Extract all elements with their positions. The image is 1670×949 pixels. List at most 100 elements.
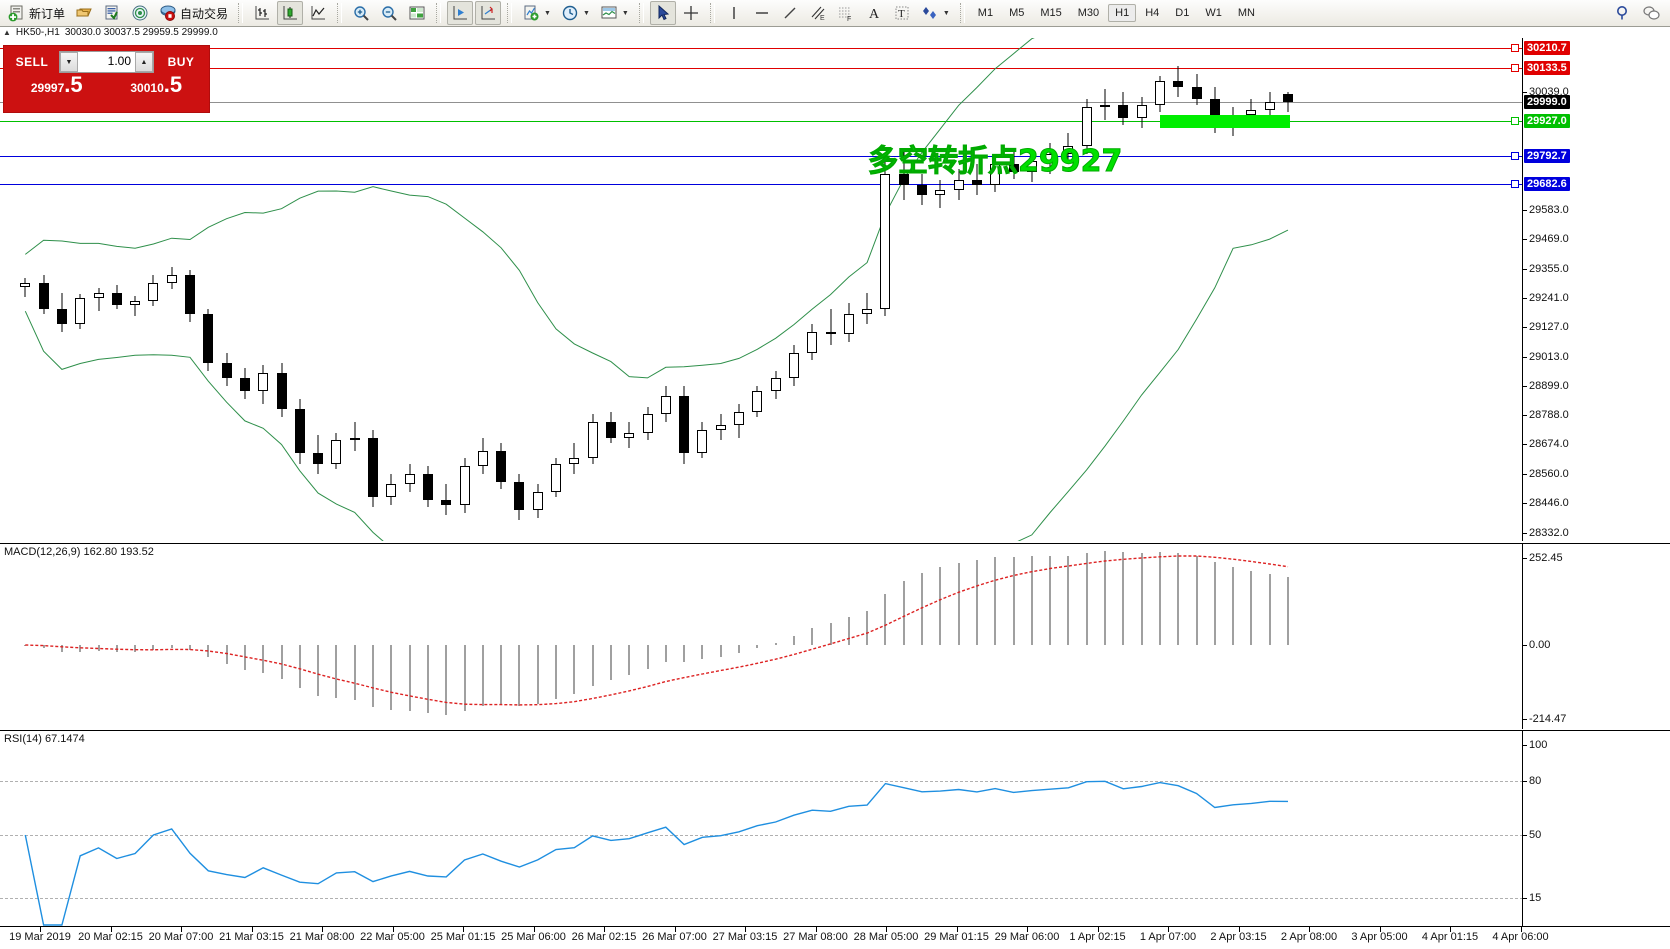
price-badge-red-level[interactable]: 30210.7 (1524, 40, 1570, 55)
chevron-down-icon-4[interactable]: ▼ (942, 9, 950, 17)
price-pane[interactable]: 多空转折点29927 30039.0 29583.0 29469.0 29355.0 2… (0, 38, 1670, 541)
chart-annotation-text[interactable]: 多空转折点29927 (867, 144, 1123, 180)
candlestick (953, 38, 964, 541)
chevron-down-icon[interactable]: ▼ (544, 9, 551, 17)
auto-trading-button[interactable]: 自动交易 (155, 1, 232, 25)
time-axis[interactable]: 19 Mar 2019 20 Mar 02:15 20 Mar 07:00 21 Ma… (0, 926, 1670, 949)
zoom-out-button[interactable] (376, 1, 402, 25)
navigator-icon (131, 4, 149, 22)
price-badge-red-level[interactable]: 30133.5 (1524, 60, 1570, 75)
price-level-line[interactable] (0, 120, 1523, 122)
candlestick (898, 38, 909, 541)
one-click-trading-panel[interactable]: SELL ▼ 1.00 ▲ BUY 29997 .5 30010 .5 (3, 45, 210, 113)
timeframe-h1[interactable]: H1 (1108, 4, 1137, 22)
periods-button[interactable]: ▼ (557, 1, 594, 25)
sell-button[interactable]: SELL (15, 55, 49, 69)
position-marker-bar[interactable] (1160, 114, 1290, 128)
profiles-button[interactable] (71, 1, 97, 25)
timeframe-d1[interactable]: D1 (1175, 7, 1190, 19)
price-badge-green-level[interactable]: 29927.0 (1524, 113, 1570, 128)
search-icon[interactable] (1614, 4, 1632, 22)
sell-price[interactable]: 29997 .5 (8, 72, 106, 108)
toolbar-separator-2 (337, 3, 343, 23)
price-level-line[interactable] (0, 47, 1523, 49)
macd-tick (1523, 558, 1527, 559)
zoom-in-button[interactable] (348, 1, 374, 25)
candle-body (75, 298, 86, 325)
price-axis[interactable]: 30039.0 29583.0 29469.0 29355.0 29241.0 29127… (1522, 38, 1670, 541)
macd-histogram-bar (573, 645, 576, 695)
price-level-line[interactable] (0, 102, 1523, 104)
chart-shift-button[interactable] (475, 1, 502, 25)
level-handle[interactable] (1511, 179, 1519, 188)
macd-pane[interactable]: MACD(12,26,9) 162.80 193.52 252.45 0.00 -2… (0, 543, 1670, 729)
sell-price-frac: .5 (64, 72, 83, 97)
price-tick-label: 30039.0 (1529, 85, 1569, 98)
candle-body (880, 174, 891, 309)
price-badge-blue-level[interactable]: 29792.7 (1524, 148, 1570, 163)
volume-stepper[interactable]: ▼ 1.00 ▲ (59, 51, 154, 73)
macd-histogram-bar (353, 645, 356, 700)
candlestick-chart-button[interactable] (277, 1, 304, 25)
new-order-button[interactable]: 新订单 (4, 1, 69, 25)
timeframe-mn[interactable]: MN (1237, 7, 1255, 19)
market-watch-button[interactable] (99, 1, 125, 25)
volume-down-button[interactable]: ▼ (60, 52, 78, 72)
bar-chart-button[interactable] (249, 1, 275, 25)
horizontal-line-button[interactable] (749, 1, 775, 25)
candle-body (752, 391, 763, 412)
auto-scroll-button[interactable] (447, 1, 474, 25)
templates-button[interactable]: ▼ (596, 1, 633, 25)
candlestick (752, 38, 763, 541)
rsi-plot[interactable] (0, 731, 1523, 928)
price-level-line[interactable] (0, 183, 1523, 185)
rsi-pane[interactable]: RSI(14) 67.1474 100 80 50 15 (0, 730, 1670, 928)
vertical-line-button[interactable] (721, 1, 747, 25)
candle-wick (134, 295, 136, 317)
tile-windows-button[interactable] (404, 1, 430, 25)
text-label-button[interactable]: T (889, 1, 915, 25)
timeframe-m15[interactable]: M15 (1040, 7, 1062, 19)
indicators-button[interactable]: ▼ (518, 1, 555, 25)
macd-histogram-bar (921, 573, 923, 646)
price-plot[interactable]: 多空转折点29927 (0, 38, 1523, 541)
chat-icon[interactable] (1642, 4, 1660, 22)
rsi-axis[interactable]: 100 80 50 15 (1522, 731, 1670, 928)
volume-input[interactable]: 1.00 (78, 52, 135, 72)
time-tick (674, 927, 676, 932)
level-handle[interactable] (1511, 43, 1519, 52)
timeframe-h4[interactable]: H4 (1145, 7, 1160, 19)
trendline-button[interactable] (777, 1, 803, 25)
volume-up-button[interactable]: ▲ (135, 52, 153, 72)
svg-text:F: F (847, 16, 851, 22)
shapes-button[interactable]: ▼ (917, 1, 954, 25)
fibonacci-button[interactable]: F (833, 1, 859, 25)
price-level-line[interactable] (0, 155, 1523, 157)
text-button[interactable]: A (861, 1, 887, 25)
navigator-button[interactable] (127, 1, 153, 25)
timeframe-m1[interactable]: M1 (977, 7, 994, 19)
candlestick (1136, 38, 1147, 541)
buy-price[interactable]: 30010 .5 (107, 74, 205, 108)
line-chart-button[interactable] (305, 1, 331, 25)
timeframe-w1[interactable]: W1 (1205, 7, 1222, 19)
crosshair-button[interactable] (678, 1, 704, 25)
price-level-line[interactable] (0, 67, 1523, 69)
timeframe-m30[interactable]: M30 (1077, 7, 1100, 19)
chevron-down-icon-2[interactable]: ▼ (582, 9, 590, 17)
macd-axis[interactable]: 252.45 0.00 -214.47 (1522, 544, 1670, 729)
level-handle[interactable] (1511, 116, 1519, 125)
level-handle[interactable] (1511, 151, 1519, 160)
macd-plot[interactable] (0, 544, 1523, 729)
cursor-button[interactable] (649, 1, 676, 25)
price-badge-last-price[interactable]: 29999.0 (1524, 95, 1570, 110)
chevron-down-icon-3[interactable]: ▼ (621, 9, 629, 17)
equidistant-channel-button[interactable]: E (805, 1, 831, 25)
timeframe-m5[interactable]: M5 (1009, 7, 1025, 19)
price-badge-blue-level[interactable]: 29682.6 (1524, 176, 1570, 191)
macd-histogram-bar (664, 645, 667, 662)
collapse-triangle-icon[interactable]: ▲ (3, 28, 11, 37)
buy-button[interactable]: BUY (167, 55, 195, 69)
level-handle[interactable] (1511, 63, 1519, 72)
time-tick (1027, 927, 1028, 932)
